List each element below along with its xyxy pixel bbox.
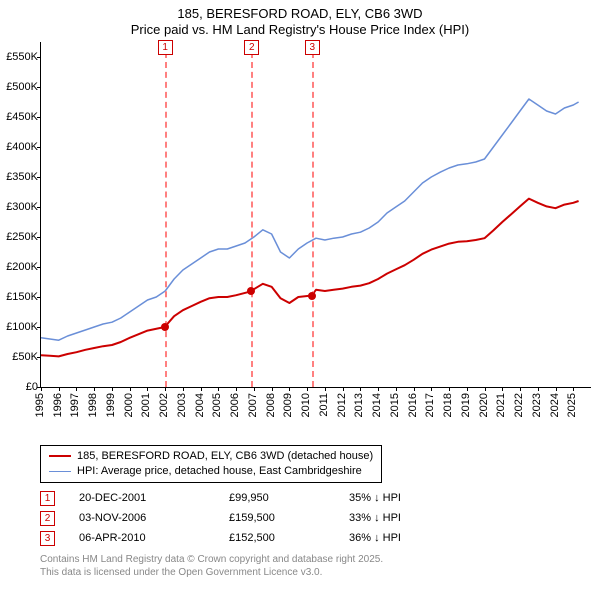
x-tick-label: 1999: [105, 393, 117, 417]
credits-line2: This data is licensed under the Open Gov…: [40, 567, 383, 580]
x-tick-label: 2015: [389, 393, 401, 417]
x-tick-label: 2023: [531, 393, 543, 417]
x-axis-labels: 1995199619971998199920002001200220032004…: [40, 390, 590, 440]
x-tick-label: 2005: [211, 393, 223, 417]
sale-row: 1 20-DEC-2001 £99,950 35% ↓ HPI: [40, 488, 469, 508]
sale-price: £99,950: [229, 492, 349, 504]
sale-price: £152,500: [229, 532, 349, 544]
x-tick-label: 2018: [442, 393, 454, 417]
y-tick-label: £50K: [12, 351, 38, 363]
y-tick-label: £200K: [6, 261, 38, 273]
y-tick: [37, 177, 41, 178]
x-tick-label: 2022: [513, 393, 525, 417]
credits-line1: Contains HM Land Registry data © Crown c…: [40, 554, 383, 567]
sale-dot: [161, 323, 169, 331]
chart-title-line2: Price paid vs. HM Land Registry's House …: [0, 22, 600, 37]
sale-vline: [312, 42, 314, 387]
sale-price: £159,500: [229, 512, 349, 524]
series-hpi: [41, 99, 579, 340]
legend-swatch-property: [49, 455, 71, 457]
sale-date: 03-NOV-2006: [79, 512, 229, 524]
sale-dot: [308, 292, 316, 300]
y-tick: [37, 267, 41, 268]
y-tick: [37, 147, 41, 148]
x-tick-label: 1997: [69, 393, 81, 417]
sale-marker-3: 3: [40, 531, 55, 546]
y-tick: [37, 207, 41, 208]
legend: 185, BERESFORD ROAD, ELY, CB6 3WD (detac…: [40, 445, 382, 483]
chart: £0£50K£100K£150K£200K£250K£300K£350K£400…: [0, 42, 600, 412]
sale-marker-2: 2: [40, 511, 55, 526]
y-tick: [37, 297, 41, 298]
legend-item-hpi: HPI: Average price, detached house, East…: [49, 464, 373, 479]
y-tick: [37, 57, 41, 58]
sale-row: 3 06-APR-2010 £152,500 36% ↓ HPI: [40, 528, 469, 548]
y-tick: [37, 237, 41, 238]
y-tick-label: £250K: [6, 231, 38, 243]
y-tick-label: £350K: [6, 171, 38, 183]
y-tick-label: £450K: [6, 111, 38, 123]
sale-delta: 35% ↓ HPI: [349, 492, 469, 504]
sales-table: 1 20-DEC-2001 £99,950 35% ↓ HPI 2 03-NOV…: [40, 488, 469, 548]
y-tick: [37, 357, 41, 358]
sale-row: 2 03-NOV-2006 £159,500 33% ↓ HPI: [40, 508, 469, 528]
sale-vline: [251, 42, 253, 387]
x-tick-label: 2025: [566, 393, 578, 417]
x-tick-label: 2007: [247, 393, 259, 417]
y-axis-labels: £0£50K£100K£150K£200K£250K£300K£350K£400…: [0, 42, 40, 387]
chart-title-line1: 185, BERESFORD ROAD, ELY, CB6 3WD: [0, 0, 600, 22]
x-tick-label: 2014: [371, 393, 383, 417]
x-tick-label: 2001: [140, 393, 152, 417]
y-tick-label: £500K: [6, 81, 38, 93]
sale-date: 20-DEC-2001: [79, 492, 229, 504]
y-tick-label: £300K: [6, 201, 38, 213]
sale-marker-box: 3: [305, 40, 320, 55]
x-tick-label: 1995: [34, 393, 46, 417]
x-tick-label: 2011: [318, 393, 330, 417]
sale-marker-box: 2: [244, 40, 259, 55]
x-tick-label: 2013: [353, 393, 365, 417]
series-property: [41, 199, 579, 357]
x-tick-label: 2019: [460, 393, 472, 417]
y-tick-label: £550K: [6, 51, 38, 63]
legend-swatch-hpi: [49, 471, 71, 472]
x-tick-label: 2021: [495, 393, 507, 417]
credits: Contains HM Land Registry data © Crown c…: [40, 554, 383, 579]
y-tick-label: £400K: [6, 141, 38, 153]
x-tick-label: 2003: [176, 393, 188, 417]
x-tick-label: 2020: [478, 393, 490, 417]
legend-label-property: 185, BERESFORD ROAD, ELY, CB6 3WD (detac…: [77, 449, 373, 464]
sale-dot: [247, 287, 255, 295]
sale-marker-box: 1: [158, 40, 173, 55]
series-svg: [41, 42, 591, 387]
x-tick-label: 2016: [407, 393, 419, 417]
y-tick-label: £150K: [6, 291, 38, 303]
x-tick-label: 2002: [158, 393, 170, 417]
x-tick-label: 1998: [87, 393, 99, 417]
x-tick-label: 2012: [336, 393, 348, 417]
y-tick: [37, 117, 41, 118]
x-tick-label: 2006: [229, 393, 241, 417]
plot-area: 1 2 3: [40, 42, 591, 388]
x-tick-label: 2010: [300, 393, 312, 417]
x-tick-label: 2024: [549, 393, 561, 417]
legend-label-hpi: HPI: Average price, detached house, East…: [77, 464, 362, 479]
x-tick-label: 2017: [424, 393, 436, 417]
x-tick-label: 2004: [194, 393, 206, 417]
y-tick: [37, 87, 41, 88]
sale-delta: 33% ↓ HPI: [349, 512, 469, 524]
x-tick-label: 2009: [282, 393, 294, 417]
x-tick-label: 1996: [52, 393, 64, 417]
sale-marker-1: 1: [40, 491, 55, 506]
legend-item-property: 185, BERESFORD ROAD, ELY, CB6 3WD (detac…: [49, 449, 373, 464]
sale-delta: 36% ↓ HPI: [349, 532, 469, 544]
x-tick-label: 2008: [265, 393, 277, 417]
y-tick: [37, 327, 41, 328]
y-tick-label: £100K: [6, 321, 38, 333]
x-tick-label: 2000: [123, 393, 135, 417]
sale-vline: [165, 42, 167, 387]
sale-date: 06-APR-2010: [79, 532, 229, 544]
